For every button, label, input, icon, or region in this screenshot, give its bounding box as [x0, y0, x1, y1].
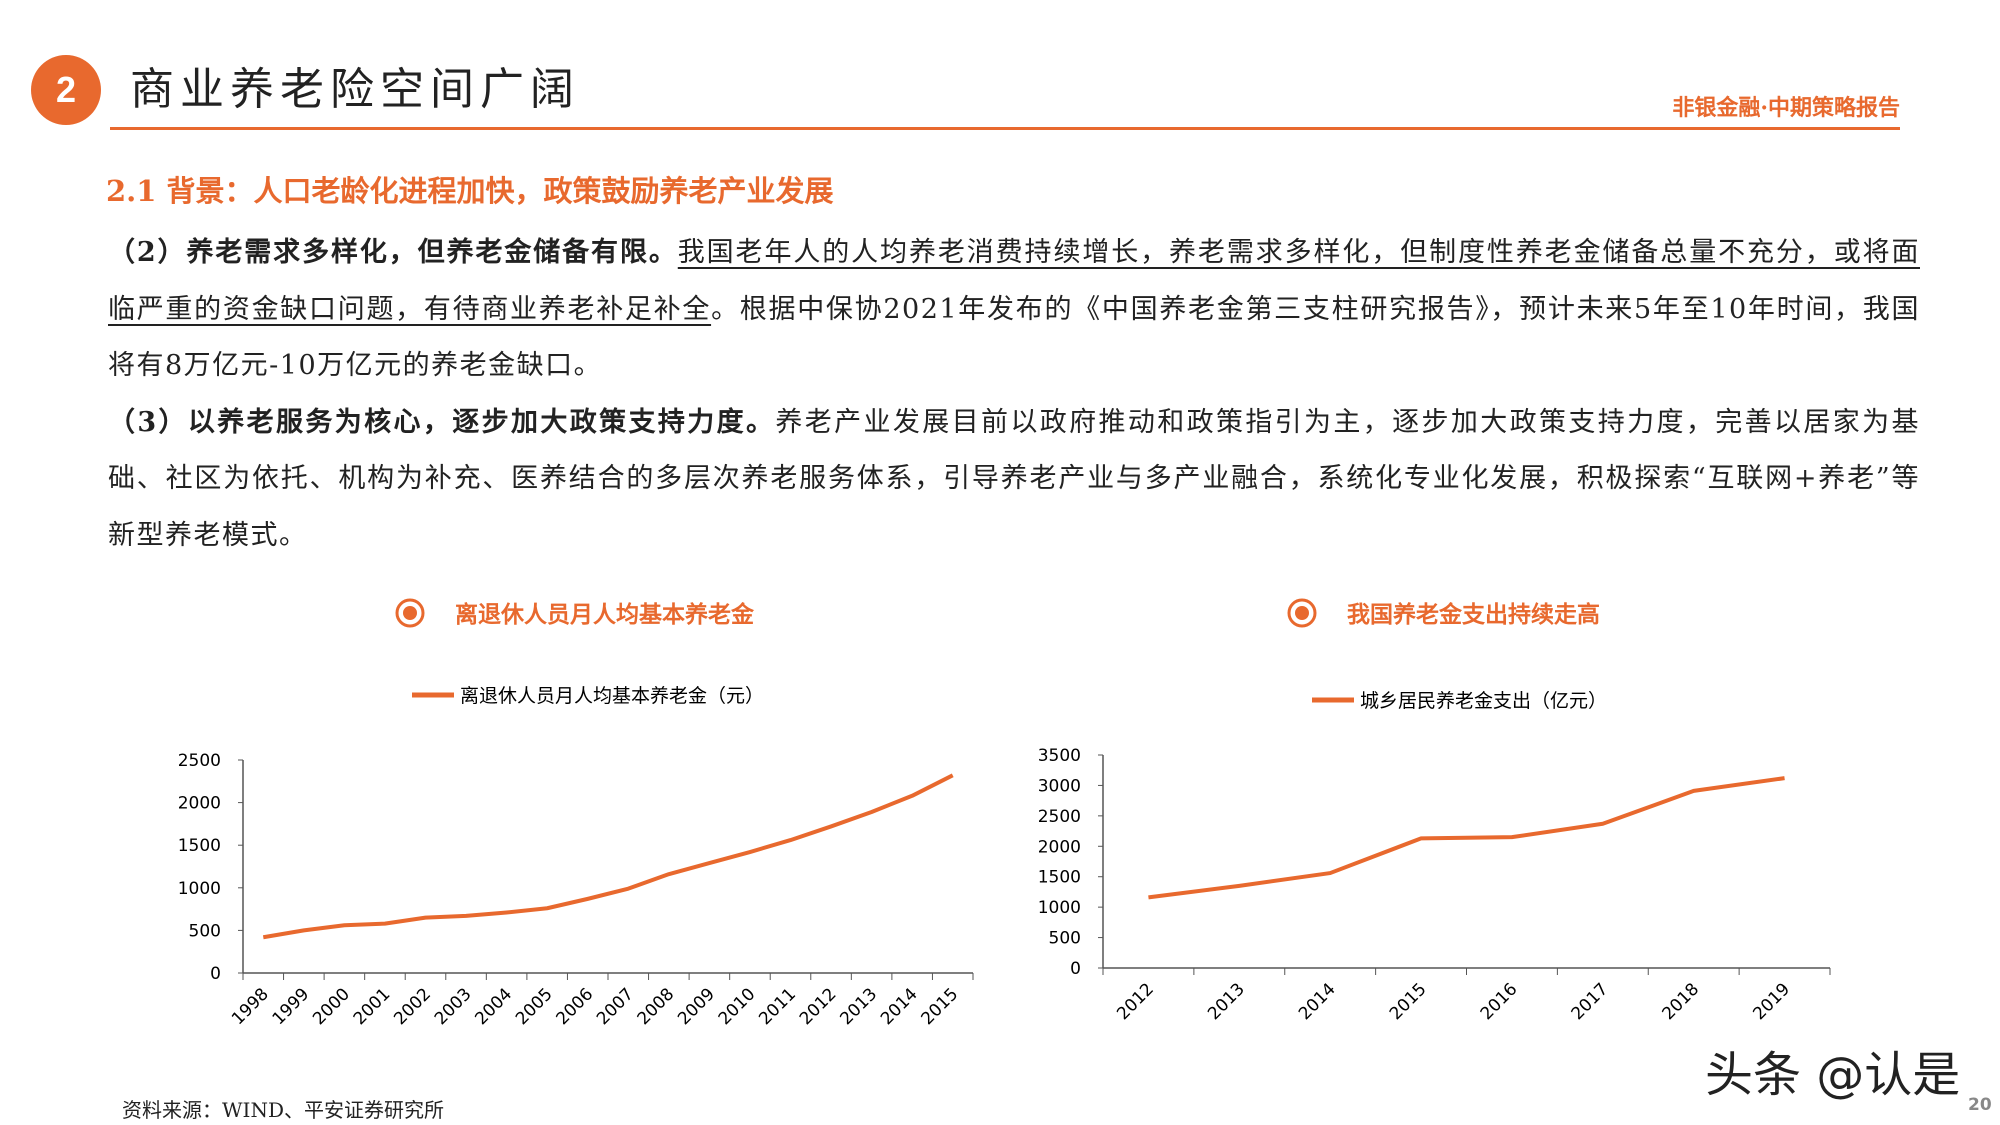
y-tick-label: 1500 — [178, 836, 221, 856]
x-tick-label: 1998 — [228, 984, 273, 1029]
chart-title: 离退休人员月人均基本养老金 — [455, 601, 755, 628]
section-title: 2.1 背景：人口老龄化进程加快，政策鼓励养老产业发展 — [106, 174, 834, 208]
x-tick-label: 2009 — [674, 984, 719, 1029]
x-tick-label: 2004 — [471, 984, 516, 1029]
series-line — [1148, 776, 1785, 900]
y-tick-label: 1000 — [1038, 898, 1081, 918]
text-run: （2）养老需求多样化，但养老金储备有限。 — [108, 237, 678, 268]
x-tick-label: 2015 — [1386, 979, 1431, 1024]
text-run: 。根据中保协2021年发布的《中国养老金第三支柱研究报告》，预计未来5年至10年… — [108, 293, 1920, 382]
x-tick-label: 2012 — [796, 984, 841, 1029]
y-tick-label: 0 — [210, 964, 221, 984]
report-name: 非银金融·中期策略报告 — [1672, 95, 1900, 121]
x-tick-label: 2006 — [553, 984, 598, 1029]
x-tick-label: 2014 — [1295, 979, 1340, 1024]
y-tick-label: 1500 — [1038, 868, 1081, 888]
series-line — [262, 773, 954, 940]
body-text: （2）养老需求多样化，但养老金储备有限。我国老年人的人均养老消费持续增长，养老需… — [108, 225, 1920, 564]
x-tick-label: 2005 — [512, 984, 557, 1029]
header-rule — [110, 127, 1900, 130]
y-tick-label: 500 — [189, 921, 221, 941]
title-icon-dot — [403, 606, 417, 620]
x-tick-label: 2001 — [350, 984, 395, 1029]
x-tick-label: 1999 — [269, 984, 314, 1029]
text-run: （3）以养老服务为核心，逐步加大政策支持力度。 — [108, 406, 776, 438]
x-tick-label: 2012 — [1113, 979, 1158, 1024]
x-tick-label: 2007 — [593, 984, 638, 1029]
paragraph: （2）养老需求多样化，但养老金储备有限。我国老年人的人均养老消费持续增长，养老需… — [108, 225, 1920, 395]
x-tick-label: 2013 — [1204, 979, 1249, 1024]
x-tick-label: 2008 — [634, 984, 679, 1029]
y-tick-label: 500 — [1049, 929, 1081, 949]
y-tick-label: 3000 — [1038, 776, 1081, 796]
x-tick-label: 2011 — [755, 984, 800, 1029]
title-icon — [395, 598, 425, 628]
watermark: 头条 @认是 — [1705, 1047, 1961, 1103]
paragraph: （3）以养老服务为核心，逐步加大政策支持力度。养老产业发展目前以政府推动和政策指… — [108, 395, 1920, 565]
text-run: 我国老年人的人均养老消费持续增长，养老需求多样化，但制度性养老金储备总量不充分，… — [108, 237, 1920, 325]
x-tick-label: 2015 — [918, 984, 963, 1029]
x-tick-label: 2002 — [390, 984, 435, 1029]
page-number: 20 — [1968, 1095, 1992, 1115]
chart-title: 我国养老金支出持续走高 — [1347, 601, 1600, 628]
x-tick-label: 2000 — [309, 984, 354, 1029]
title-icon-dot — [1295, 606, 1309, 620]
y-tick-label: 2000 — [178, 794, 221, 814]
title-icon — [1287, 598, 1317, 628]
y-tick-label: 2000 — [1038, 837, 1081, 857]
y-tick-label: 2500 — [178, 751, 221, 771]
y-tick-label: 1000 — [178, 879, 221, 899]
x-tick-label: 2017 — [1568, 979, 1613, 1024]
x-tick-label: 2003 — [431, 984, 476, 1029]
x-tick-label: 2014 — [877, 984, 922, 1029]
y-tick-label: 3500 — [1038, 746, 1081, 766]
x-tick-label: 2019 — [1749, 979, 1794, 1024]
page-title: 商业养老险空间广阔 — [130, 64, 580, 115]
y-tick-label: 2500 — [1038, 807, 1081, 827]
legend-label: 城乡居民养老金支出（亿元） — [1360, 690, 1607, 712]
y-tick-label: 0 — [1070, 959, 1081, 979]
x-tick-label: 2018 — [1658, 979, 1703, 1024]
source-note: 资料来源：WIND、平安证券研究所 — [122, 1098, 444, 1122]
x-tick-label: 2010 — [715, 984, 760, 1029]
text-run: 养老产业发展目前以政府推动和政策指引为主，逐步加大政策支持力度，完善以居家为基础… — [108, 406, 1921, 551]
legend-label: 离退休人员月人均基本养老金（元） — [460, 685, 764, 707]
section-number: 2 — [31, 55, 101, 125]
x-tick-label: 2013 — [836, 984, 881, 1029]
x-tick-label: 2016 — [1477, 979, 1522, 1024]
